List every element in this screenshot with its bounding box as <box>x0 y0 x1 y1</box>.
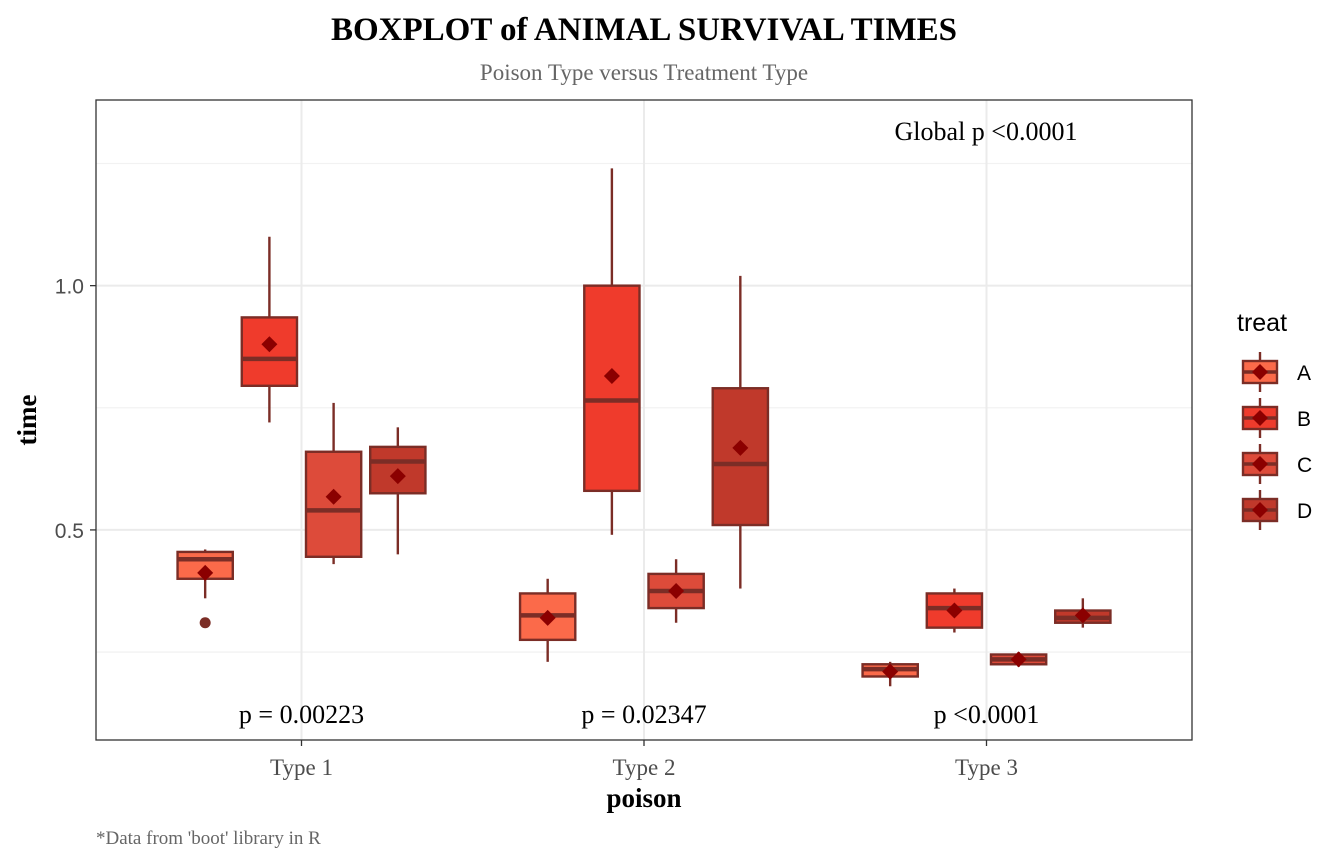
box-D-type-3 <box>1054 598 1112 628</box>
legend-key-mean <box>1252 456 1268 472</box>
legend-key-mean <box>1252 364 1268 380</box>
box-A-type-1 <box>176 549 234 629</box>
box-B-type-2 <box>583 168 641 535</box>
legend-item-D: D <box>1241 490 1312 530</box>
global-p-annotation: Global p <0.0001 <box>895 117 1078 146</box>
y-axis-label: time <box>12 395 42 446</box>
box-D-type-1 <box>369 427 427 555</box>
chart-subtitle: Poison Type versus Treatment Type <box>480 60 808 85</box>
group-p-annotation: p <0.0001 <box>934 700 1040 729</box>
outlier-point <box>199 617 211 629</box>
mean-marker <box>197 564 214 581</box>
mean-marker <box>1010 651 1027 668</box>
group-p-annotation: p = 0.00223 <box>239 700 364 729</box>
grid-lines <box>96 100 1192 740</box>
group-p-annotation: p = 0.02347 <box>581 700 706 729</box>
box-C-type-1 <box>304 402 363 565</box>
legend-item-C: C <box>1241 444 1312 484</box>
chart-caption: *Data from 'boot' library in R <box>96 828 321 849</box>
y-tick-label: 0.5 <box>55 520 84 543</box>
x-tick-label: Type 1 <box>270 755 333 780</box>
x-tick-label: Type 3 <box>955 755 1018 780</box>
mean-marker <box>1074 607 1091 624</box>
mean-marker <box>261 336 278 353</box>
legend-label: C <box>1297 454 1312 477</box>
axes: 0.5 1.0 Type 1 Type 2 Type 3 <box>55 276 1018 780</box>
legend-item-B: B <box>1241 398 1311 438</box>
legend-label: D <box>1297 500 1312 523</box>
mean-marker <box>668 582 685 599</box>
legend-title: treat <box>1237 309 1287 337</box>
box-B-type-1 <box>240 236 299 423</box>
box-body <box>583 284 641 493</box>
box-C-type-3 <box>989 651 1048 668</box>
mean-marker <box>603 368 620 385</box>
legend-label: A <box>1297 362 1311 385</box>
mean-marker <box>882 663 899 680</box>
x-tick-label: Type 2 <box>613 755 676 780</box>
box-D-type-2 <box>711 275 770 589</box>
box-A-type-3 <box>861 661 919 687</box>
mean-marker <box>946 602 963 619</box>
box-A-type-2 <box>518 578 577 662</box>
box-C-type-2 <box>647 559 705 623</box>
box-B-type-3 <box>925 588 984 633</box>
mean-marker <box>539 609 556 626</box>
legend-key-mean <box>1252 502 1268 518</box>
box-body <box>711 387 770 527</box>
x-axis-label: poison <box>606 783 681 813</box>
box-series <box>176 168 1112 687</box>
mean-marker <box>325 488 342 505</box>
legend-key-mean <box>1252 410 1268 426</box>
legend-label: B <box>1297 408 1311 431</box>
y-tick-label: 1.0 <box>55 276 84 299</box>
mean-marker <box>732 439 749 456</box>
legend-item-A: A <box>1241 352 1311 392</box>
mean-marker <box>389 468 406 485</box>
chart-title: BOXPLOT of ANIMAL SURVIVAL TIMES <box>331 12 957 48</box>
